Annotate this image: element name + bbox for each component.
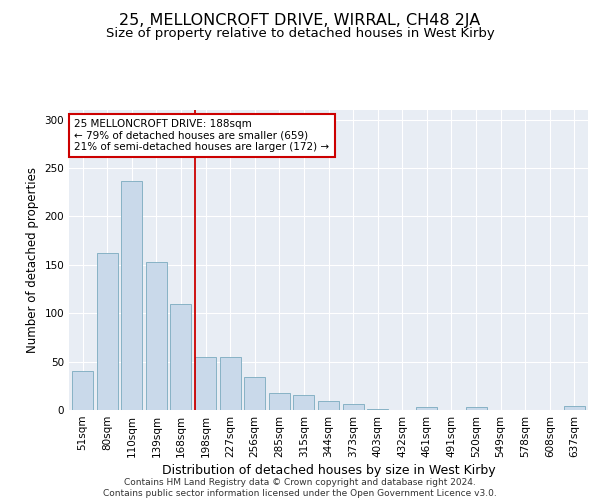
Text: Contains HM Land Registry data © Crown copyright and database right 2024.
Contai: Contains HM Land Registry data © Crown c… <box>103 478 497 498</box>
Text: 25 MELLONCROFT DRIVE: 188sqm
← 79% of detached houses are smaller (659)
21% of s: 25 MELLONCROFT DRIVE: 188sqm ← 79% of de… <box>74 119 329 152</box>
Bar <box>293 396 314 410</box>
Bar <box>220 357 241 410</box>
Bar <box>146 262 167 410</box>
Bar <box>170 304 191 410</box>
Bar <box>343 404 364 410</box>
X-axis label: Distribution of detached houses by size in West Kirby: Distribution of detached houses by size … <box>161 464 496 477</box>
Text: Size of property relative to detached houses in West Kirby: Size of property relative to detached ho… <box>106 28 494 40</box>
Bar <box>97 253 118 410</box>
Bar <box>195 357 216 410</box>
Bar <box>318 402 339 410</box>
Bar <box>367 409 388 410</box>
Text: 25, MELLONCROFT DRIVE, WIRRAL, CH48 2JA: 25, MELLONCROFT DRIVE, WIRRAL, CH48 2JA <box>119 12 481 28</box>
Bar <box>564 406 585 410</box>
Bar <box>72 372 93 410</box>
Bar <box>121 180 142 410</box>
Bar <box>244 377 265 410</box>
Bar <box>466 407 487 410</box>
Bar <box>416 407 437 410</box>
Bar <box>269 392 290 410</box>
Y-axis label: Number of detached properties: Number of detached properties <box>26 167 39 353</box>
